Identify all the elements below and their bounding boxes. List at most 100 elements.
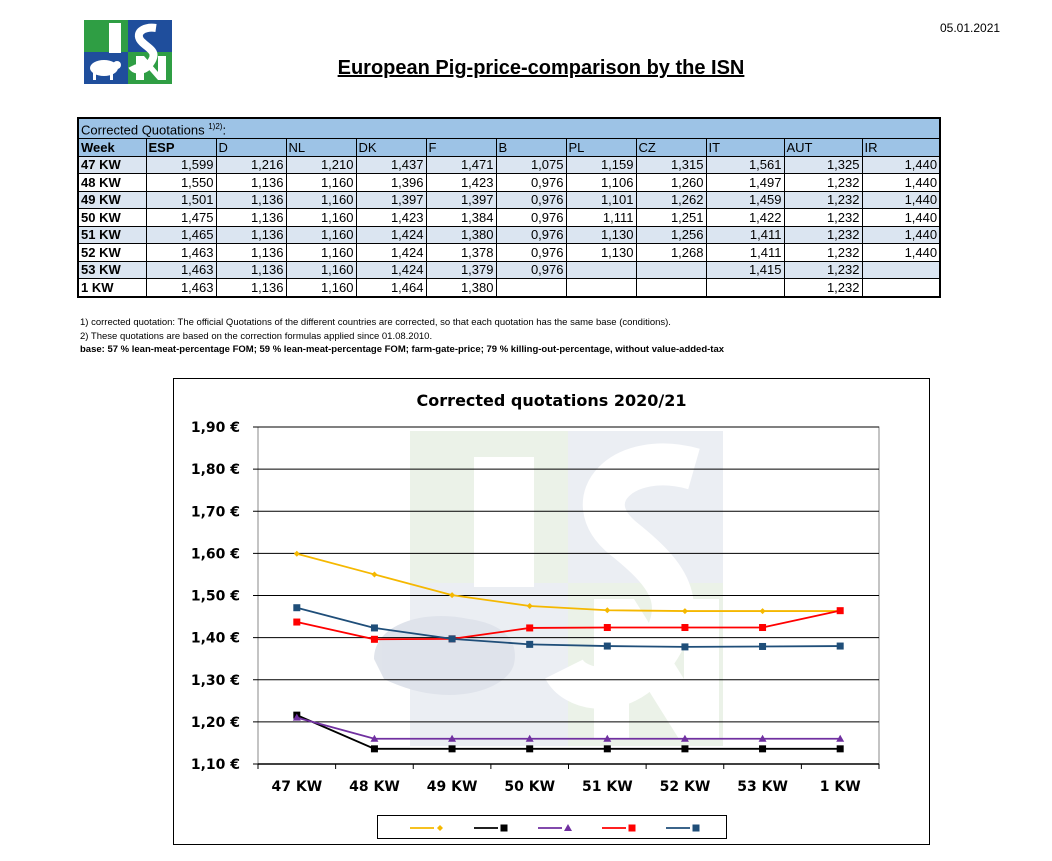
table-row: 1 KW 1,463 1,136 1,160 1,464 1,380 1,232 <box>77 278 941 298</box>
document-date: 05.01.2021 <box>940 21 1001 35</box>
table-row: 52 KW 1,463 1,136 1,160 1,424 1,378 0,976 1,130… <box>77 243 941 262</box>
y-tick-label: 1,60 € <box>191 546 240 562</box>
price-cell: 0,976 <box>495 243 567 262</box>
data-point <box>370 635 378 643</box>
data-point <box>448 635 456 643</box>
y-axis-ticks: 1,10 € 1,20 € 1,30 € 1,40 € 1,50 € 1,60 € 1,70… <box>191 420 258 773</box>
price-cell: 1,160 <box>285 260 357 280</box>
y-tick-label: 1,10 € <box>191 757 240 773</box>
price-cell: 1,232 <box>783 190 863 210</box>
price-cell: 0,976 <box>495 225 567 245</box>
table-row: 50 KW 1,475 1,136 1,160 1,423 1,384 0,976 1,111… <box>77 208 941 227</box>
price-cell: 1,260 <box>635 173 707 192</box>
x-tick-label: 1 KW <box>820 779 861 795</box>
column-header: ESP <box>145 138 217 157</box>
price-cell: 1,424 <box>355 260 427 280</box>
page-title: European Pig-price-comparison by the ISN <box>337 57 745 79</box>
table-row: 53 KW 1,463 1,136 1,160 1,424 1,379 0,976 1,415… <box>77 260 941 280</box>
price-cell: 1,497 <box>705 173 785 192</box>
y-tick-label: 1,20 € <box>191 715 240 731</box>
footnotes: 1) corrected quotation: The official Quo… <box>80 316 724 357</box>
price-cell: 1,075 <box>495 155 567 175</box>
table-row: 47 KW 1,599 1,216 1,210 1,437 1,471 1,075 1,159… <box>77 155 941 175</box>
price-cell: 0,976 <box>495 260 567 280</box>
data-point <box>448 745 456 753</box>
price-cell: 1,325 <box>783 155 863 175</box>
data-point <box>526 745 534 753</box>
line-chart: 1,10 € 1,20 € 1,30 € 1,40 € 1,50 € 1,60 € 1,70… <box>191 420 880 795</box>
week-cell: 48 KW <box>77 173 147 192</box>
week-cell: 51 KW <box>77 225 147 245</box>
column-header: F <box>425 138 497 157</box>
data-point <box>604 607 611 614</box>
data-point <box>603 624 611 632</box>
price-cell: 1,463 <box>145 243 217 262</box>
column-header: B <box>495 138 567 157</box>
column-header: AUT <box>783 138 863 157</box>
week-cell: 49 KW <box>77 190 147 210</box>
price-cell <box>635 260 707 280</box>
price-cell: 1,111 <box>565 208 637 227</box>
data-point <box>526 624 534 632</box>
price-cell: 1,384 <box>425 208 497 227</box>
price-cell: 1,232 <box>783 225 863 245</box>
data-point <box>758 734 767 742</box>
column-header: PL <box>565 138 637 157</box>
series-2 <box>292 713 845 742</box>
column-header: IT <box>705 138 785 157</box>
series-4 <box>293 604 844 651</box>
table-caption: Corrected Quotations 1)2): <box>77 117 941 140</box>
price-cell: 1,136 <box>215 243 287 262</box>
x-tick-label: 51 KW <box>582 779 633 795</box>
data-point <box>371 571 378 578</box>
y-tick-label: 1,30 € <box>191 673 240 689</box>
price-cell <box>861 278 941 298</box>
data-point <box>370 734 379 742</box>
series-line <box>296 716 841 740</box>
price-cell: 1,424 <box>355 243 427 262</box>
price-cell: 1,232 <box>783 260 863 280</box>
y-tick-label: 1,90 € <box>191 420 240 436</box>
table-caption-row: Corrected Quotations 1)2): <box>77 117 941 140</box>
isn-logo <box>84 20 172 84</box>
data-point <box>603 642 611 650</box>
x-tick-label: 52 KW <box>660 779 711 795</box>
data-point <box>526 603 533 610</box>
price-cell: 1,159 <box>565 155 637 175</box>
data-point <box>500 824 508 832</box>
price-cell: 1,130 <box>565 225 637 245</box>
price-cell: 1,160 <box>285 278 357 298</box>
price-cell: 1,136 <box>215 208 287 227</box>
price-cell: 1,380 <box>425 278 497 298</box>
y-tick-label: 1,70 € <box>191 504 240 520</box>
price-cell: 1,232 <box>783 278 863 298</box>
price-cell: 1,440 <box>861 225 941 245</box>
price-cell: 1,437 <box>355 155 427 175</box>
data-point <box>370 745 378 753</box>
data-point <box>628 824 636 832</box>
data-point <box>759 624 767 632</box>
data-point <box>759 608 766 615</box>
data-point <box>836 642 844 650</box>
x-axis-ticks: 47 KW 48 KW 49 KW 50 KW 51 KW 52 KW 53 KW 1 KW <box>257 763 880 795</box>
table-row: 51 KW 1,465 1,136 1,160 1,424 1,380 0,976 1,130… <box>77 225 941 245</box>
data-point <box>564 824 572 831</box>
price-cell: 1,440 <box>861 243 941 262</box>
price-cell: 1,379 <box>425 260 497 280</box>
price-cell: 1,216 <box>215 155 287 175</box>
base-note: base: 57 % lean-meat-percentage FOM; 59 … <box>80 344 725 355</box>
price-cell: 1,440 <box>861 173 941 192</box>
price-cell: 1,475 <box>145 208 217 227</box>
data-point <box>759 745 767 753</box>
chart-title: Corrected quotations 2020/21 <box>416 391 687 410</box>
footnote-2: 2) These quotations are based on the cor… <box>80 330 433 342</box>
series-line <box>296 552 841 612</box>
price-cell: 1,599 <box>145 155 217 175</box>
week-cell: 50 KW <box>77 208 147 227</box>
price-cell: 1,561 <box>705 155 785 175</box>
data-point <box>836 734 845 742</box>
price-cell: 1,136 <box>215 260 287 280</box>
column-header: NL <box>285 138 357 157</box>
table-row: 49 KW 1,501 1,136 1,160 1,397 1,397 0,976 1,101… <box>77 190 941 210</box>
chart-series <box>292 550 845 753</box>
